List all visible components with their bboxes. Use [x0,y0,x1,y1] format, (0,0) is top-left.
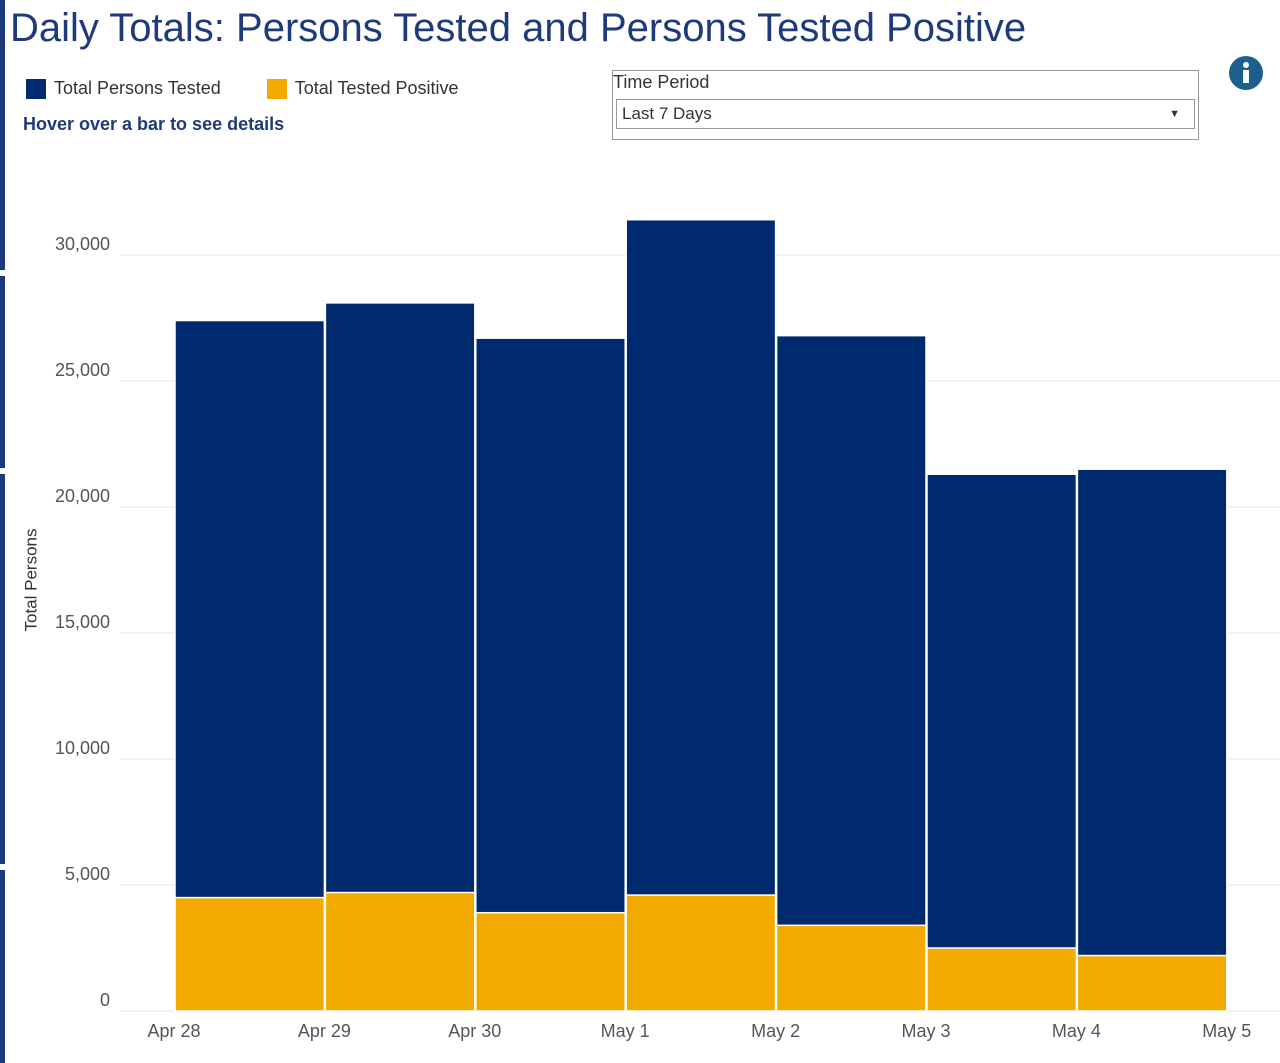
legend-item[interactable]: Total Persons Tested [26,78,221,99]
bar [1076,468,1228,1012]
y-tick-label: 0 [100,990,110,1010]
bar [324,891,476,1012]
chart-title: Daily Totals: Persons Tested and Persons… [10,6,1027,50]
legend-swatch [266,78,287,99]
side-strip [0,0,5,270]
filter-label: Time Period [613,72,710,92]
x-tick-label: May 1 [601,1021,650,1041]
bar [775,924,927,1012]
dropdown-value: Last 7 Days [622,104,712,123]
hint: Hover over a bar to see details [23,114,285,134]
info-icon[interactable] [1228,55,1264,91]
dropdown[interactable]: Last 7 Days ▼ [616,99,1195,129]
bar [1076,954,1228,1012]
bar [475,911,626,1012]
x-tick-label: May 5 [1202,1021,1251,1041]
y-axis-label: Total Persons [21,529,40,632]
y-tick-label: 5,000 [65,864,110,884]
x-tick-label: May 2 [751,1021,800,1041]
x-tick-label: Apr 28 [147,1021,200,1041]
side-strip [0,474,5,864]
y-tick-label: 20,000 [55,486,110,506]
y-tick-label: 30,000 [55,234,110,254]
legend: Total Persons Tested Total Tested Positi… [26,78,459,99]
x-tick-label: Apr 29 [298,1021,351,1041]
x-tick-label: Apr 30 [448,1021,501,1041]
bar [926,947,1078,1012]
bar [475,337,626,1012]
x-tick-label: May 3 [901,1021,950,1041]
legend-item[interactable]: Total Tested Positive [266,78,459,99]
side-strip [0,276,5,468]
legend-label: Total Persons Tested [54,78,221,98]
bar [174,319,326,1012]
y-tick-label: 10,000 [55,738,110,758]
info-dot [1243,62,1249,68]
side-strip [0,870,5,1063]
y-tick-label: 15,000 [55,612,110,632]
dropdown-arrow: ▼ [1169,108,1180,120]
x-tick-label: May 4 [1052,1021,1101,1041]
info-bar [1243,70,1249,83]
filter-box: Time Period Last 7 Days ▼ [612,70,1199,140]
bar [625,218,777,1012]
y-tick-label: 25,000 [55,360,110,380]
bar [174,896,326,1012]
bar [324,302,476,1012]
bar [775,334,927,1012]
bar [926,473,1078,1012]
bar [625,894,777,1012]
legend-label: Total Tested Positive [294,78,459,98]
legend-swatch [26,78,46,99]
